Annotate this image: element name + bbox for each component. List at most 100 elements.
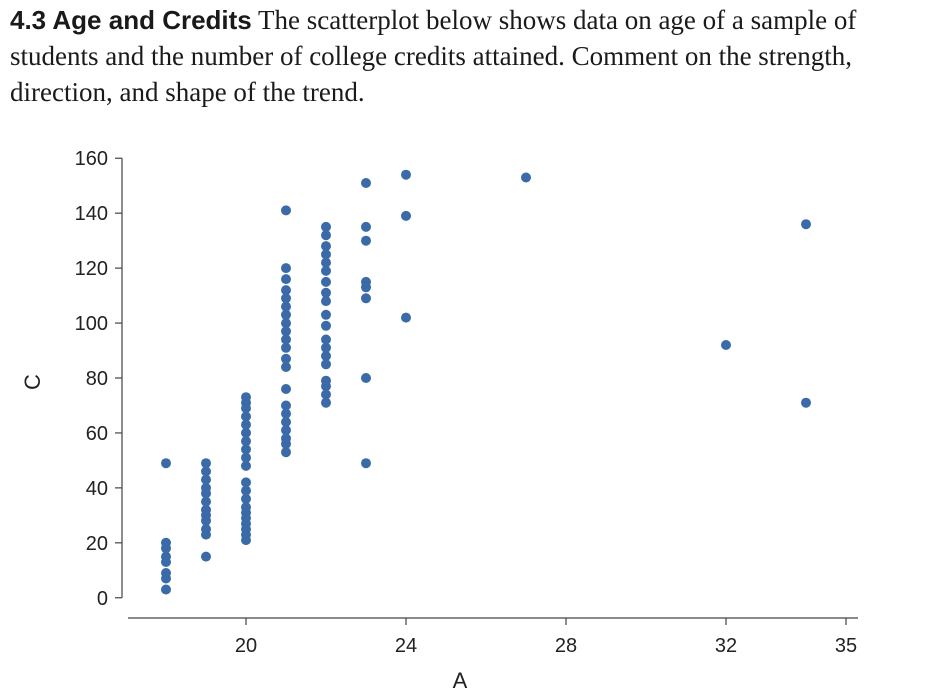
data-point: [201, 551, 211, 562]
data-point: [281, 400, 291, 411]
data-point: [281, 408, 291, 419]
data-point: [241, 502, 251, 513]
data-point: [281, 342, 291, 353]
y-tick-label: 0: [97, 588, 108, 610]
data-point: [801, 219, 811, 230]
y-tick-label: 160: [75, 148, 108, 170]
data-point: [321, 287, 331, 298]
data-point: [321, 389, 331, 400]
x-axis: 20 24 28 32 35: [128, 617, 858, 657]
data-point: [201, 504, 211, 515]
x-tick-label: 24: [395, 635, 417, 657]
data-point: [321, 230, 331, 241]
data-point: [241, 493, 251, 504]
data-point: [361, 293, 371, 304]
data-point: [281, 433, 291, 444]
data-point: [241, 392, 251, 403]
x-tick-label: 28: [555, 635, 577, 657]
y-tick-label: 20: [86, 533, 108, 555]
data-point: [281, 205, 291, 216]
data-point: [201, 466, 211, 477]
data-point: [281, 274, 291, 285]
data-point: [281, 263, 291, 274]
problem-title: 4.3 Age and Credits: [10, 5, 252, 35]
y-tick-label: 60: [86, 423, 108, 445]
data-point: [321, 334, 331, 345]
data-point: [321, 265, 331, 276]
y-axis-label: C: [20, 374, 45, 390]
y-tick-label: 140: [75, 203, 108, 225]
data-point: [281, 326, 291, 337]
data-point: [281, 353, 291, 364]
data-point: [201, 474, 211, 485]
data-point: [321, 375, 331, 386]
data-point: [241, 460, 251, 471]
y-tick-label: 40: [86, 478, 108, 500]
data-points: [161, 169, 811, 595]
data-point: [281, 301, 291, 312]
x-tick-label: 35: [835, 635, 857, 657]
data-point: [321, 342, 331, 353]
y-axis: 0 20 40 60 80 100 120 140 160: [75, 148, 123, 610]
problem-text: 4.3 Age and Credits The scatterplot belo…: [10, 2, 940, 110]
data-point: [361, 458, 371, 469]
data-point: [161, 551, 171, 562]
data-point: [201, 458, 211, 469]
problem-body: The scatterplot below shows data on age …: [10, 5, 857, 107]
y-tick-label: 120: [75, 258, 108, 280]
data-point: [401, 210, 411, 221]
x-axis-label: A: [453, 668, 468, 693]
data-point: [361, 235, 371, 246]
x-tick-label: 20: [235, 635, 257, 657]
data-point: [241, 427, 251, 438]
data-point: [321, 257, 331, 268]
data-point: [241, 452, 251, 463]
data-point: [201, 496, 211, 507]
data-point: [401, 312, 411, 323]
data-point: [161, 568, 171, 578]
data-point: [281, 334, 291, 345]
data-point: [241, 477, 251, 488]
data-point: [281, 447, 291, 458]
data-point: [281, 293, 291, 304]
data-point: [361, 221, 371, 232]
data-point: [721, 340, 731, 350]
data-point: [281, 285, 291, 296]
data-point: [361, 373, 371, 383]
data-point: [321, 351, 331, 361]
data-point: [321, 309, 331, 320]
y-tick-label: 100: [75, 313, 108, 335]
data-point: [201, 524, 211, 535]
data-point: [321, 221, 331, 232]
data-point: [321, 249, 331, 260]
data-point: [801, 397, 811, 408]
data-point: [161, 584, 171, 595]
data-point: [281, 318, 291, 329]
data-point: [241, 444, 251, 455]
data-point: [361, 178, 371, 188]
data-point: [401, 169, 411, 180]
data-point: [321, 296, 331, 307]
data-point: [321, 241, 331, 252]
data-point: [321, 359, 331, 370]
data-point: [321, 276, 331, 287]
data-point: [161, 537, 171, 548]
data-point: [281, 425, 291, 436]
data-point: [201, 482, 211, 493]
data-point: [281, 309, 291, 320]
data-point: [281, 362, 291, 372]
data-point: [241, 411, 251, 422]
data-point: [281, 417, 291, 427]
data-point: [241, 485, 251, 496]
y-tick-label: 80: [86, 368, 108, 390]
data-point: [321, 397, 331, 408]
data-point: [241, 436, 251, 447]
data-point: [161, 458, 171, 469]
data-point: [521, 172, 531, 183]
data-point: [241, 419, 251, 430]
data-point: [361, 276, 371, 287]
x-tick-label: 32: [715, 635, 737, 657]
data-point: [281, 384, 291, 394]
data-point: [321, 320, 331, 331]
